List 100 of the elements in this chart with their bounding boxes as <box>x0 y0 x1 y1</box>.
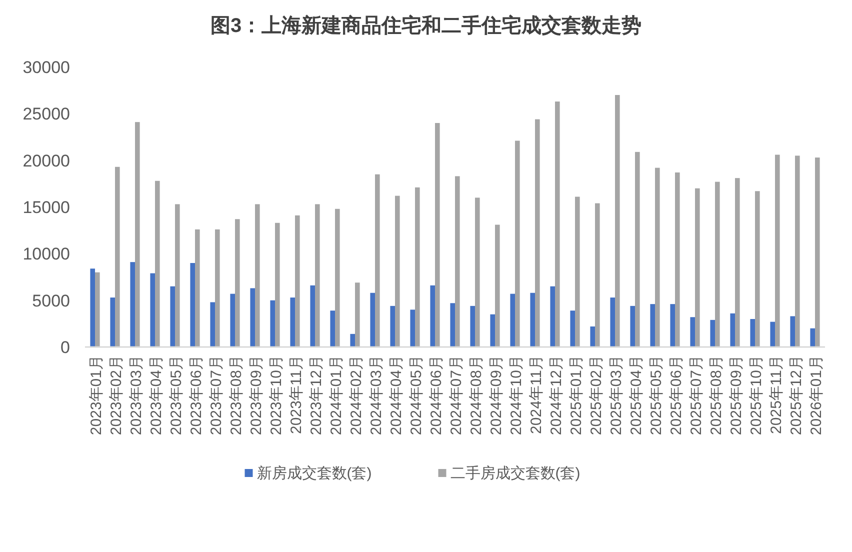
bar <box>570 310 575 347</box>
bar <box>375 174 380 347</box>
x-tick-label: 2025年07月 <box>688 355 705 436</box>
y-tick-label: 30000 <box>22 58 70 77</box>
bar <box>275 222 280 347</box>
bar <box>155 180 160 347</box>
bar <box>775 154 780 347</box>
legend-label: 二手房成交套数(套) <box>450 465 580 482</box>
x-tick-label: 2024年08月 <box>468 355 485 436</box>
x-tick-label: 2025年06月 <box>668 355 685 436</box>
y-tick-label: 5000 <box>32 291 70 310</box>
x-tick-label: 2024年02月 <box>348 355 365 436</box>
bar <box>150 273 155 347</box>
bar <box>95 272 100 347</box>
bar <box>195 229 200 347</box>
x-tick-label: 2024年06月 <box>428 355 445 436</box>
x-tick-label: 2024年05月 <box>408 355 425 436</box>
bar <box>175 204 180 347</box>
x-tick-label: 2024年04月 <box>388 355 405 436</box>
bar <box>815 158 820 347</box>
bar <box>170 286 175 347</box>
bar <box>595 203 600 347</box>
y-tick-label: 25000 <box>22 104 70 124</box>
bar <box>755 191 760 347</box>
x-tick-label: 2025年01月 <box>568 355 585 436</box>
x-tick-label: 2023年11月 <box>288 355 305 434</box>
x-tick-label: 2023年09月 <box>248 355 265 436</box>
bar <box>710 320 715 347</box>
bar <box>470 306 475 347</box>
x-tick-label: 2025年05月 <box>648 355 665 436</box>
bar <box>750 319 755 347</box>
bar <box>215 229 220 347</box>
bar <box>575 196 580 347</box>
bar <box>650 304 655 347</box>
x-tick-label: 2025年02月 <box>588 355 605 436</box>
y-tick-label: 15000 <box>22 198 70 217</box>
x-tick-label: 2025年12月 <box>788 355 805 436</box>
bar <box>555 102 560 347</box>
x-tick-label: 2024年11月 <box>528 355 545 434</box>
bar <box>590 326 595 347</box>
bar <box>675 172 680 347</box>
bar <box>690 317 695 347</box>
chart-title: 图3：上海新建商品住宅和二手住宅成交套数走势 <box>210 14 642 37</box>
x-tick-label: 2024年03月 <box>368 355 385 436</box>
x-tick-label: 2025年08月 <box>708 355 725 436</box>
bar <box>430 285 435 347</box>
x-tick-label: 2024年10月 <box>508 355 525 436</box>
bar <box>295 215 300 347</box>
bar <box>290 298 295 347</box>
x-tick-label: 2025年09月 <box>728 355 745 436</box>
bar <box>615 95 620 347</box>
bar <box>90 268 95 347</box>
bar <box>495 224 500 347</box>
bar <box>630 306 635 347</box>
x-tick-label: 2025年04月 <box>628 355 645 436</box>
y-tick-label: 10000 <box>22 244 70 264</box>
bar <box>475 198 480 347</box>
bar <box>655 168 660 347</box>
x-tick-label: 2023年02月 <box>108 355 125 436</box>
bar <box>695 188 700 347</box>
bar <box>330 310 335 347</box>
bar <box>270 300 275 347</box>
bar <box>415 187 420 347</box>
bar <box>250 288 255 347</box>
bar <box>530 292 535 347</box>
bar <box>395 196 400 347</box>
bar <box>510 294 515 347</box>
bar <box>255 204 260 347</box>
x-tick-label: 2023年04月 <box>148 355 165 436</box>
x-tick-label: 2023年07月 <box>208 355 225 436</box>
bar <box>235 219 240 347</box>
x-tick-label: 2023年03月 <box>128 355 145 436</box>
bar <box>515 140 520 347</box>
x-tick-label: 2024年01月 <box>328 355 345 436</box>
bar <box>190 263 195 347</box>
y-tick-label: 20000 <box>22 151 70 170</box>
bar <box>135 122 140 347</box>
x-tick-label: 2023年05月 <box>168 355 185 436</box>
bar <box>490 314 495 347</box>
x-tick-label: 2023年01月 <box>88 355 105 436</box>
bar <box>210 302 215 347</box>
bar <box>450 303 455 347</box>
bar <box>315 204 320 347</box>
bar <box>230 294 235 347</box>
x-tick-label: 2024年07月 <box>448 355 465 436</box>
bar <box>435 123 440 347</box>
bar <box>770 322 775 347</box>
x-tick-label: 2023年10月 <box>268 355 285 436</box>
x-tick-label: 2025年03月 <box>608 355 625 436</box>
bar <box>130 262 135 347</box>
bar <box>610 298 615 347</box>
bar <box>730 313 735 347</box>
legend-label: 新房成交套数(套) <box>256 465 372 482</box>
bar <box>795 156 800 347</box>
bar <box>310 285 315 347</box>
bar <box>355 282 360 347</box>
bar <box>810 328 815 347</box>
bar <box>715 182 720 347</box>
bar <box>535 119 540 347</box>
x-tick-label: 2026年01月 <box>808 355 825 436</box>
